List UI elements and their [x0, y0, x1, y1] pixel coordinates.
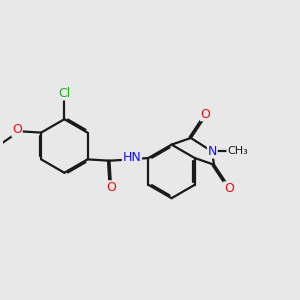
- Text: O: O: [224, 182, 234, 195]
- Text: O: O: [106, 181, 116, 194]
- Text: N: N: [208, 145, 217, 158]
- Text: O: O: [12, 123, 22, 136]
- Text: CH₃: CH₃: [227, 146, 248, 155]
- Text: HN: HN: [123, 151, 141, 164]
- Text: O: O: [201, 108, 211, 121]
- Text: Cl: Cl: [58, 87, 70, 100]
